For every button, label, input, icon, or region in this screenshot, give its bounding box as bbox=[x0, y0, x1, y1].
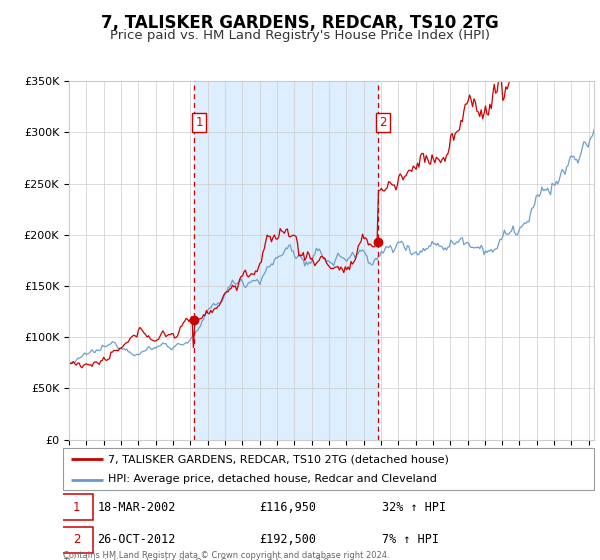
Text: 2: 2 bbox=[379, 116, 387, 129]
Text: HPI: Average price, detached house, Redcar and Cleveland: HPI: Average price, detached house, Redc… bbox=[108, 474, 437, 484]
Text: 1: 1 bbox=[73, 501, 80, 514]
Text: 18-MAR-2002: 18-MAR-2002 bbox=[98, 501, 176, 514]
Text: This data is licensed under the Open Government Licence v3.0.: This data is licensed under the Open Gov… bbox=[63, 558, 331, 560]
Text: 2: 2 bbox=[73, 533, 80, 547]
Text: 7% ↑ HPI: 7% ↑ HPI bbox=[382, 533, 439, 547]
Bar bbox=[194, 81, 378, 440]
Text: 26-OCT-2012: 26-OCT-2012 bbox=[98, 533, 176, 547]
Text: £192,500: £192,500 bbox=[259, 533, 316, 547]
FancyBboxPatch shape bbox=[61, 494, 93, 520]
Text: 32% ↑ HPI: 32% ↑ HPI bbox=[382, 501, 446, 514]
Text: £116,950: £116,950 bbox=[259, 501, 316, 514]
Text: 1: 1 bbox=[196, 116, 203, 129]
FancyBboxPatch shape bbox=[61, 526, 93, 553]
Text: Price paid vs. HM Land Registry's House Price Index (HPI): Price paid vs. HM Land Registry's House … bbox=[110, 29, 490, 42]
Text: Contains HM Land Registry data © Crown copyright and database right 2024.: Contains HM Land Registry data © Crown c… bbox=[63, 551, 389, 560]
Text: 7, TALISKER GARDENS, REDCAR, TS10 2TG (detached house): 7, TALISKER GARDENS, REDCAR, TS10 2TG (d… bbox=[108, 454, 449, 464]
FancyBboxPatch shape bbox=[63, 448, 594, 490]
Text: 7, TALISKER GARDENS, REDCAR, TS10 2TG: 7, TALISKER GARDENS, REDCAR, TS10 2TG bbox=[101, 14, 499, 32]
